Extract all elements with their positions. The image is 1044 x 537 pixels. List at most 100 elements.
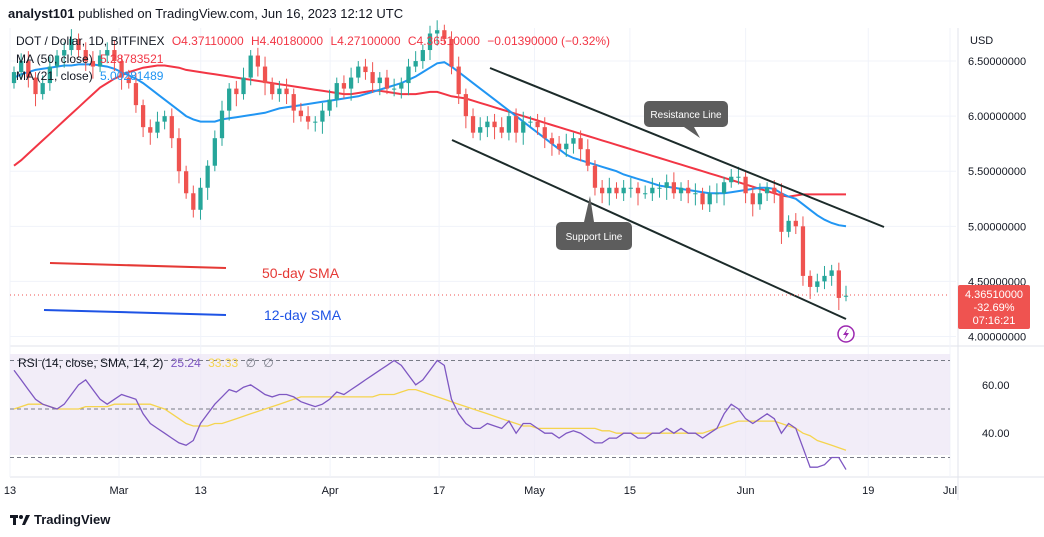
candle [162, 110, 167, 130]
candle [772, 180, 777, 204]
candle-body [607, 187, 612, 194]
rsi-sma-value: 33.33 [208, 356, 239, 370]
candle-body [334, 83, 339, 100]
candle [607, 177, 612, 206]
candle-body [757, 193, 763, 205]
candle [305, 106, 311, 130]
candle-body [578, 138, 583, 150]
candle-body [11, 72, 17, 84]
ma21-legend[interactable]: MA (21, close) 5.00281489 [16, 69, 163, 83]
ma50-legend[interactable]: MA (50, close) 5.28783521 [16, 52, 163, 66]
candle [779, 183, 784, 244]
candle [657, 182, 662, 198]
candle-body [26, 61, 31, 78]
candle [11, 66, 17, 89]
price-axis[interactable]: 6.50000000 6.00000000 5.50000000 5.00000000… [968, 56, 1026, 343]
candle-body [320, 110, 325, 122]
candle [277, 80, 282, 102]
candle [392, 78, 397, 97]
candle [628, 177, 633, 198]
candle-body [133, 83, 139, 106]
support-callout-label: Support Line [566, 232, 623, 243]
candle [155, 111, 160, 139]
candle [492, 113, 497, 140]
candle [227, 83, 232, 121]
candle-body [506, 116, 512, 133]
candle [33, 72, 38, 107]
candle-body [90, 61, 96, 67]
candle [721, 176, 727, 206]
event-lightning-icon[interactable] [837, 325, 855, 343]
candle [119, 55, 124, 90]
candle [621, 180, 626, 201]
candle-body [535, 121, 540, 128]
rsi-tick-label: 60.00 [982, 380, 1010, 392]
candle-body [126, 77, 131, 84]
candle [822, 265, 827, 290]
candle [592, 160, 598, 196]
candle-body [678, 187, 684, 194]
sma12-note: 12-day SMA [264, 307, 342, 323]
rsi-legend[interactable]: RSI (14, close, SMA, 14, 2) 25.24 33.33 … [18, 356, 274, 370]
candle [700, 187, 705, 210]
candle [169, 108, 174, 149]
candle-body [162, 116, 167, 122]
price-tick-label: 6.00000000 [968, 111, 1026, 123]
candle [506, 110, 512, 141]
candle [255, 47, 260, 77]
resistance-trendline[interactable] [489, 67, 885, 228]
candle [635, 182, 641, 206]
candle-body [628, 187, 633, 189]
candle [370, 62, 375, 94]
candle [148, 119, 153, 145]
rsi-axis[interactable]: 60.00 40.00 [982, 380, 1010, 440]
author-name[interactable]: analyst101 [8, 6, 75, 21]
candle [729, 169, 734, 188]
candles [11, 20, 849, 311]
rsi-extra-2: ∅ [263, 356, 274, 370]
candle-body [298, 110, 304, 117]
candle [678, 182, 684, 201]
candle [126, 69, 131, 89]
candle-body [513, 116, 519, 133]
time-axis[interactable]: 13 Mar 13 Apr 17 May 15 Jun 19 Jul [4, 485, 957, 497]
candle [686, 180, 691, 204]
candle-body [721, 182, 727, 194]
candle [829, 264, 834, 286]
candle [600, 180, 605, 204]
candle [815, 273, 820, 293]
candle-body [549, 138, 555, 144]
candle-body [406, 66, 411, 84]
support-trendline[interactable] [451, 139, 847, 320]
candle-body [836, 270, 841, 298]
candle [313, 116, 318, 132]
rsi-band-lines [10, 360, 950, 458]
candle [693, 183, 698, 206]
candle [320, 102, 325, 134]
candle-body [399, 83, 404, 89]
candle-body [764, 187, 770, 194]
candle [650, 177, 655, 201]
candle [363, 58, 368, 80]
candle [549, 132, 555, 156]
symbol-label[interactable]: DOT / Dollar, 1D, BITFINEX [16, 34, 165, 48]
candle [413, 51, 418, 73]
candle-body [528, 121, 533, 123]
candle [205, 160, 210, 200]
ohlc-legend: DOT / Dollar, 1D, BITFINEX O4.37110000 H… [16, 34, 610, 48]
ma21-value: 5.00281489 [100, 69, 164, 83]
tradingview-logo-icon [10, 514, 30, 525]
candle [485, 116, 490, 138]
bar-countdown: 07:16:21 [973, 315, 1016, 327]
tradingview-logo[interactable]: TradingView [10, 512, 110, 527]
candle-body [413, 61, 418, 67]
candle-body [822, 275, 827, 282]
candle [528, 116, 533, 128]
candle-body [83, 50, 88, 62]
price-tick-label: 4.00000000 [968, 331, 1026, 343]
candle-body [212, 138, 217, 166]
candle-body [392, 88, 397, 90]
candle-body [492, 121, 497, 128]
support-callout: Support Line [556, 196, 632, 250]
